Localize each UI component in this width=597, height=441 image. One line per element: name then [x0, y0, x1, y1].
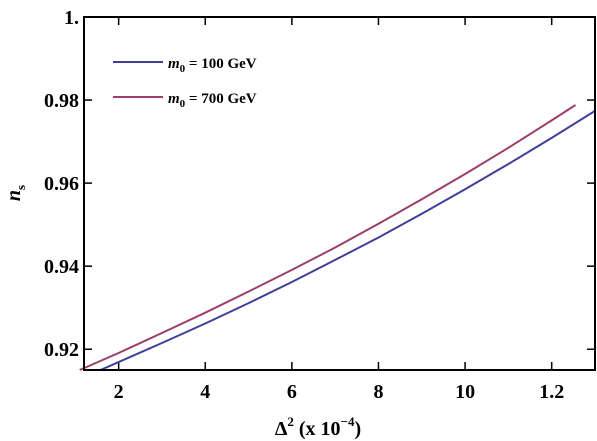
plot-frame — [83, 16, 596, 371]
x-tick-label: 4 — [200, 381, 210, 403]
series-lines — [79, 104, 596, 371]
y-tick-label: 0.96 — [44, 173, 79, 195]
axis-ticks: 2 4 6 8 10 1.2 0.92 0.94 0.96 0.98 1. — [44, 7, 595, 403]
x-axis-label: Δ2 (x 10−4) — [275, 414, 361, 440]
legend: m0 = 100 GeV m0 = 700 GeV — [113, 56, 257, 110]
legend-label-m0-100: m0 = 100 GeV — [168, 56, 257, 75]
x-tick-label: 10 — [455, 381, 475, 403]
y-tick-label: 0.92 — [44, 339, 79, 361]
x-tick-label: 8 — [373, 381, 383, 403]
x-tick-label: 6 — [287, 381, 297, 403]
y-tick-label: 1. — [64, 7, 79, 29]
y-tick-label: 0.94 — [44, 256, 79, 278]
y-axis-label: ns — [3, 185, 28, 201]
x-tick-label: 1.2 — [539, 381, 564, 403]
y-tick-label: 0.98 — [44, 90, 79, 112]
x-tick-label: 2 — [114, 381, 124, 403]
series-line-m0-100 — [100, 110, 596, 371]
legend-label-m0-700: m0 = 700 GeV — [168, 91, 257, 110]
series-line-m0-700 — [79, 104, 577, 371]
